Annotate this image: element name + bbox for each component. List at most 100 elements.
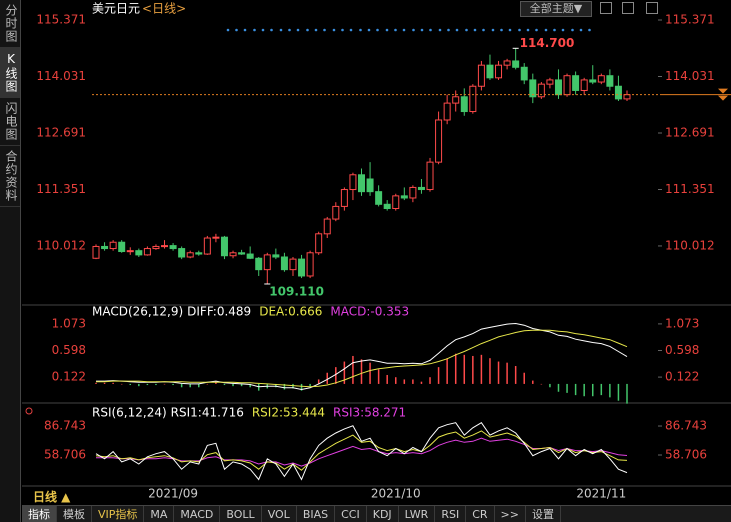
tab[interactable]: 合约资料 <box>0 146 20 207</box>
signal-dot <box>491 28 495 32</box>
toolbar-item[interactable]: VIP指标 <box>92 506 145 522</box>
signal-dot <box>402 28 406 32</box>
tab[interactable]: 闪电图 <box>0 98 20 146</box>
histogram-bar <box>609 383 611 398</box>
sidebar: 分时图 K线图 闪电图 合约资料 <box>0 0 21 522</box>
signal-dot <box>526 28 530 32</box>
histogram-bar <box>566 383 568 393</box>
y-tick-label: 112.691 <box>36 126 86 140</box>
candle-body <box>358 174 365 193</box>
y-tick-label: 111.351 <box>36 182 86 196</box>
candle-body <box>366 178 374 193</box>
toolbar-item[interactable]: LWR <box>399 506 436 522</box>
toolbar-item[interactable]: CR <box>466 506 495 522</box>
toolbar-item[interactable]: 指标 <box>22 506 57 522</box>
signal-dot <box>473 28 477 32</box>
histogram-bar <box>335 367 337 384</box>
candle-body <box>469 85 477 113</box>
indicator-line <box>95 422 628 481</box>
signal-dot <box>288 28 291 32</box>
histogram-bar <box>223 383 226 386</box>
signal-dot <box>508 28 512 32</box>
histogram-bar <box>514 366 517 384</box>
toolbar-item[interactable]: VOL <box>262 506 297 522</box>
histogram-bar <box>600 383 603 396</box>
signal-dot <box>359 28 362 32</box>
candle-body <box>614 85 622 100</box>
toolbar-item[interactable]: BIAS <box>297 506 336 522</box>
signal-dot <box>500 28 503 32</box>
histogram-bar <box>292 383 294 389</box>
toolbar-item[interactable]: 模板 <box>57 506 92 522</box>
candle-body <box>323 218 331 235</box>
toolbar-item[interactable]: RSI <box>435 506 467 522</box>
indicator-line <box>95 430 628 471</box>
signal-dot <box>455 28 459 32</box>
signal-dot <box>314 28 318 32</box>
candle-body <box>212 236 220 239</box>
histogram-bar <box>240 383 243 387</box>
signal-dot <box>341 28 344 32</box>
histogram-bar <box>454 353 457 384</box>
signal-dot <box>243 28 247 32</box>
candle-body <box>512 60 520 68</box>
annotation: 109.110 <box>269 284 324 298</box>
y-tick-label: 111.351 <box>665 182 715 196</box>
histogram-bar <box>317 379 320 384</box>
toolbar: 指标 模板 VIP指标 MA MACD BOLL VOL BIAS CCI KDJ LWR RSI CR… <box>22 505 731 522</box>
candle-body <box>246 253 254 259</box>
toolbar-item[interactable]: BOLL <box>220 506 262 522</box>
signal-dot <box>367 28 371 32</box>
toolbar-item[interactable]: MA <box>144 506 175 522</box>
candle-body <box>178 248 186 258</box>
toolbar-item[interactable]: KDJ <box>367 506 399 522</box>
tab[interactable]: K线图 <box>0 48 20 98</box>
toolbar-item[interactable]: 设置 <box>526 506 561 522</box>
icon[interactable] <box>622 2 634 14</box>
histogram-bar <box>172 383 174 386</box>
icon[interactable] <box>646 2 658 14</box>
histogram-bar <box>437 367 440 384</box>
signal-dot <box>544 28 548 32</box>
candle-body <box>580 79 588 91</box>
last-price-marker <box>718 88 728 101</box>
chart-title: 美元日元 <box>92 2 140 16</box>
theme-dropdown[interactable]: 全部主题▼ <box>520 1 592 17</box>
tab[interactable]: 分时图 <box>0 0 20 48</box>
legend-entry: DEA:0.666 <box>259 305 322 319</box>
candle-body <box>392 195 400 210</box>
histogram-bar <box>138 383 140 387</box>
signal-dot <box>296 28 300 32</box>
chart-subtitle: <日线> <box>142 2 186 16</box>
histogram-bar <box>232 383 234 387</box>
histogram-bar <box>386 374 388 384</box>
candle-body <box>452 96 460 104</box>
period-button[interactable]: 日线 ▲ <box>33 490 71 504</box>
histogram-bar <box>420 381 423 384</box>
candle-body <box>537 83 545 98</box>
settings-dot[interactable] <box>25 407 33 415</box>
signal-dot <box>332 28 336 32</box>
toolbar-item[interactable]: CCI <box>335 506 367 522</box>
toolbar-item[interactable]: >> <box>495 506 526 522</box>
candle-body <box>417 186 425 191</box>
y-tick-label: 0.598 <box>665 343 699 357</box>
signal-dot <box>420 28 424 32</box>
candle-body <box>554 79 562 96</box>
candle-body <box>572 75 580 91</box>
candle-body <box>255 257 263 271</box>
indicator-line <box>96 322 628 391</box>
histogram-bar <box>103 382 106 384</box>
histogram-bar <box>206 383 209 385</box>
toolbar-item[interactable]: MACD <box>174 506 221 522</box>
icon[interactable] <box>600 2 612 14</box>
y-tick-label: 1.073 <box>665 316 699 330</box>
signal-dot <box>579 28 583 32</box>
signal-dot <box>235 28 238 32</box>
y-tick-label: 110.012 <box>36 238 86 252</box>
candle-body <box>546 79 554 85</box>
candle-body <box>520 66 528 81</box>
histogram-bar <box>472 355 474 384</box>
